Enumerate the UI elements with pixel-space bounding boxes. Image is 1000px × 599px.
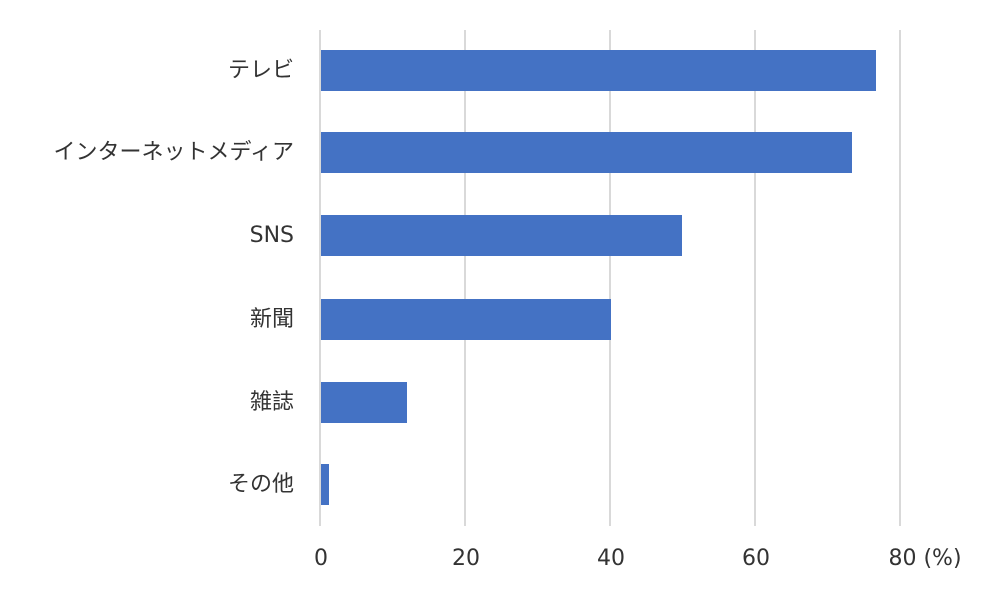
bar-1 xyxy=(321,132,853,173)
x-tick-80-percent: 80 (%) xyxy=(888,546,962,571)
gridline-60 xyxy=(754,30,756,526)
bar-5 xyxy=(321,464,329,505)
category-label-sns: SNS xyxy=(249,223,294,248)
bar-2 xyxy=(321,215,682,256)
category-label-tv: テレビ xyxy=(227,58,294,83)
x-tick-0: 0 xyxy=(314,546,328,571)
bar-4 xyxy=(321,382,407,423)
x-tick-20: 20 xyxy=(452,546,480,571)
category-label-other: その他 xyxy=(227,472,294,497)
gridline-80 xyxy=(899,30,901,526)
category-label-newspaper: 新聞 xyxy=(249,307,294,332)
category-label-magazine: 雑誌 xyxy=(249,390,294,415)
gridline-0 xyxy=(319,30,321,526)
x-tick-40: 40 xyxy=(597,546,625,571)
x-tick-60: 60 xyxy=(742,546,770,571)
category-label-internet-media: インターネットメディア xyxy=(53,140,294,165)
gridline-20 xyxy=(464,30,466,526)
bar-0 xyxy=(321,50,877,91)
bar-3 xyxy=(321,299,611,340)
gridline-40 xyxy=(609,30,611,526)
